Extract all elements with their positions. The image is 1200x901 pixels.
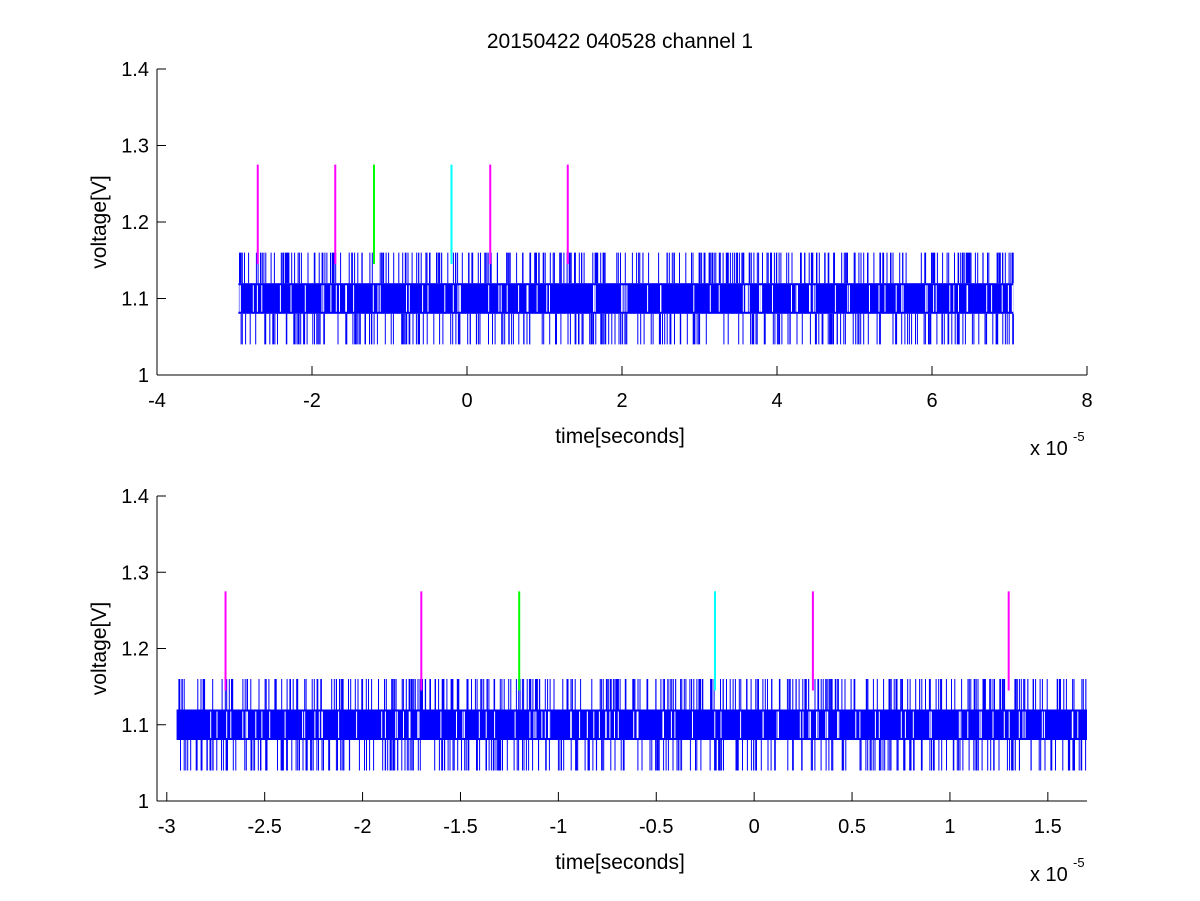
x-tick-label: 6	[926, 390, 937, 412]
x-tick-label: -2	[354, 816, 372, 838]
y-axis-label: voltage[V]	[88, 175, 111, 268]
signal-band	[238, 283, 1014, 314]
x-tick-label: 1	[944, 816, 955, 838]
x-tick-label: 4	[771, 390, 782, 412]
x-tick-label: -2	[303, 390, 321, 412]
y-tick-label: 1.4	[121, 486, 149, 508]
x-tick-label: 0	[461, 390, 472, 412]
x-axis-label: time[seconds]	[555, 851, 685, 874]
y-axis-label: voltage[V]	[88, 602, 111, 695]
y-tick-label: 1.3	[121, 562, 149, 584]
x-axis-label: time[seconds]	[555, 425, 685, 448]
signal-trace	[176, 679, 1087, 771]
y-tick-label: 1.2	[121, 639, 149, 661]
signal-spikes	[239, 252, 1014, 345]
x-tick-label: -1	[549, 816, 567, 838]
x-tick-label: 8	[1081, 390, 1092, 412]
figure-title: 20150422 040528 channel 1	[487, 30, 753, 53]
x-tick-label: 0	[749, 816, 760, 838]
y-tick-label: 1	[138, 791, 149, 813]
x-tick-label: -2.5	[247, 816, 281, 838]
top-plot: -4 -2 0 2 4 6 8 1 1.1 1.2 1.3 1.4 time[seconds] volta…	[88, 59, 1093, 460]
x-exponent-base: x 10	[1030, 864, 1068, 886]
y-tick-label: 1.1	[121, 715, 149, 737]
x-tick-label: -4	[148, 390, 166, 412]
x-tick-label: 2	[616, 390, 627, 412]
x-exponent-power: -5	[1073, 855, 1085, 870]
signal-band-gaps	[210, 711, 1079, 738]
signal-trace	[237, 252, 1014, 345]
bottom-plot: -3 -2.5 -2 -1.5 -1 -0.5 0 0.5 1 1.5 1 1.1 1.2 1.3 1.4 t…	[88, 486, 1087, 886]
x-tick-label: 1.5	[1034, 816, 1062, 838]
y-tick-label: 1.1	[121, 289, 149, 311]
y-tick-label: 1.2	[121, 212, 149, 234]
signal-band	[176, 709, 1087, 740]
x-tick-label: -1.5	[443, 816, 477, 838]
x-exponent-base: x 10	[1030, 438, 1068, 460]
y-tick-label: 1	[138, 365, 149, 387]
x-tick-label: -0.5	[639, 816, 673, 838]
x-exponent-power: -5	[1073, 429, 1085, 444]
x-tick-label: -3	[158, 816, 176, 838]
y-tick-label: 1.3	[121, 136, 149, 158]
signal-band-gaps	[237, 285, 1014, 312]
signal-spikes	[178, 679, 1087, 771]
x-tick-label: 0.5	[838, 816, 866, 838]
y-tick-label: 1.4	[121, 59, 149, 81]
